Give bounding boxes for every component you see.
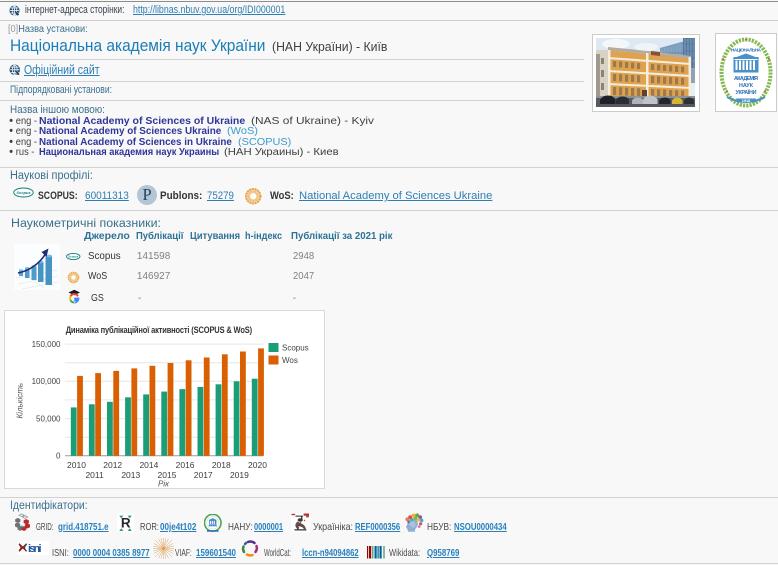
svg-text:АКАДЕМІЯ: АКАДЕМІЯ <box>734 76 758 82</box>
svg-text:НАЦІОНАЛЬНА: НАЦІОНАЛЬНА <box>731 48 762 53</box>
svg-text:УКРАЇНИ: УКРАЇНИ <box>736 89 757 96</box>
svg-text:150,000: 150,000 <box>32 340 61 349</box>
svg-text:Scopus: Scopus <box>68 255 79 259</box>
svg-text:2012: 2012 <box>103 460 122 470</box>
svg-text:2018: 2018 <box>212 460 231 470</box>
svg-text:Рік: Рік <box>158 480 170 489</box>
svg-text:1918: 1918 <box>742 99 750 103</box>
svg-text:Scopus: Scopus <box>282 344 309 353</box>
svg-text:R: R <box>120 516 130 531</box>
svg-text:2019: 2019 <box>230 470 249 480</box>
svg-text:2020: 2020 <box>248 460 267 470</box>
svg-text:0: 0 <box>56 452 61 461</box>
svg-text:2013: 2013 <box>121 470 140 480</box>
svg-text:2010: 2010 <box>67 460 86 470</box>
svg-text:2017: 2017 <box>194 470 213 480</box>
svg-text:Scopus: Scopus <box>17 190 32 195</box>
svg-text:2016: 2016 <box>176 460 195 470</box>
svg-text:Кількість: Кількість <box>16 383 25 419</box>
svg-text:2015: 2015 <box>158 470 177 480</box>
svg-text:Динаміка публікаційної активно: Динаміка публікаційної активності (SCOPU… <box>66 324 253 335</box>
svg-text:isni: isni <box>28 543 42 555</box>
svg-text:2014: 2014 <box>139 460 158 470</box>
svg-text:НАУК: НАУК <box>739 83 754 89</box>
svg-text:P: P <box>142 185 151 204</box>
svg-text:100,000: 100,000 <box>32 377 61 386</box>
svg-text:2011: 2011 <box>85 470 104 480</box>
svg-text:Wos: Wos <box>282 356 298 365</box>
svg-text:50,000: 50,000 <box>36 415 61 424</box>
